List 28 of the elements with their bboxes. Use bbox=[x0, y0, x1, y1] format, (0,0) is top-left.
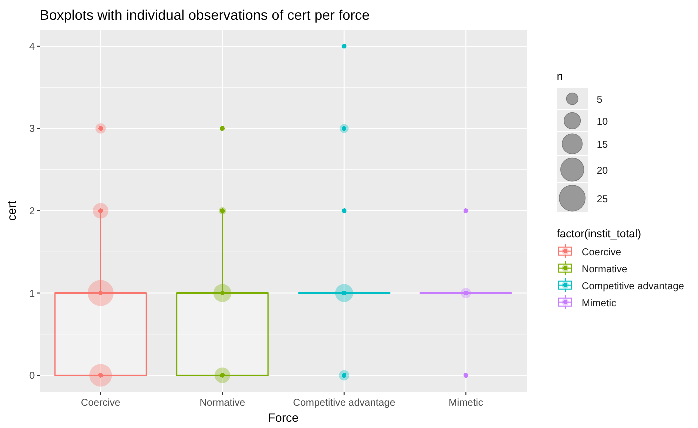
size-key: 10 bbox=[557, 110, 608, 131]
legend-label: Mimetic bbox=[582, 298, 616, 310]
legend-label: Competitive advantage bbox=[582, 281, 685, 292]
legend-label: 15 bbox=[597, 140, 609, 152]
legend-label: 25 bbox=[597, 194, 609, 206]
x-tick-label: Mimetic bbox=[448, 398, 484, 409]
size-key: 5 bbox=[557, 88, 603, 109]
legend-label: Normative bbox=[582, 264, 628, 276]
x-tick-label: Competitive advantage bbox=[293, 398, 396, 409]
legend-title: factor(instit_total) bbox=[557, 228, 642, 240]
legend-label: 10 bbox=[597, 117, 609, 128]
y-axis-title: cert bbox=[5, 200, 19, 222]
size-key: 15 bbox=[557, 132, 608, 156]
y-tick-label: 1 bbox=[29, 288, 36, 300]
y-tick-label: 3 bbox=[29, 124, 36, 136]
legend-label: 5 bbox=[597, 95, 603, 106]
x-tick-label: Normative bbox=[200, 398, 246, 409]
size-key: 25 bbox=[557, 183, 608, 212]
legend-label: Coercive bbox=[582, 247, 622, 258]
x-tick-label: Coercive bbox=[81, 398, 122, 409]
y-tick-label: 4 bbox=[29, 42, 36, 53]
x-axis-title: Force bbox=[268, 411, 300, 425]
chart-title: Boxplots with individual observations of cert per force bbox=[40, 7, 370, 23]
y-tick-label: 0 bbox=[29, 371, 36, 382]
legend-label: 20 bbox=[597, 166, 609, 177]
y-tick-label: 2 bbox=[29, 206, 36, 218]
size-key: 20 bbox=[557, 156, 608, 182]
text: n bbox=[557, 71, 564, 83]
